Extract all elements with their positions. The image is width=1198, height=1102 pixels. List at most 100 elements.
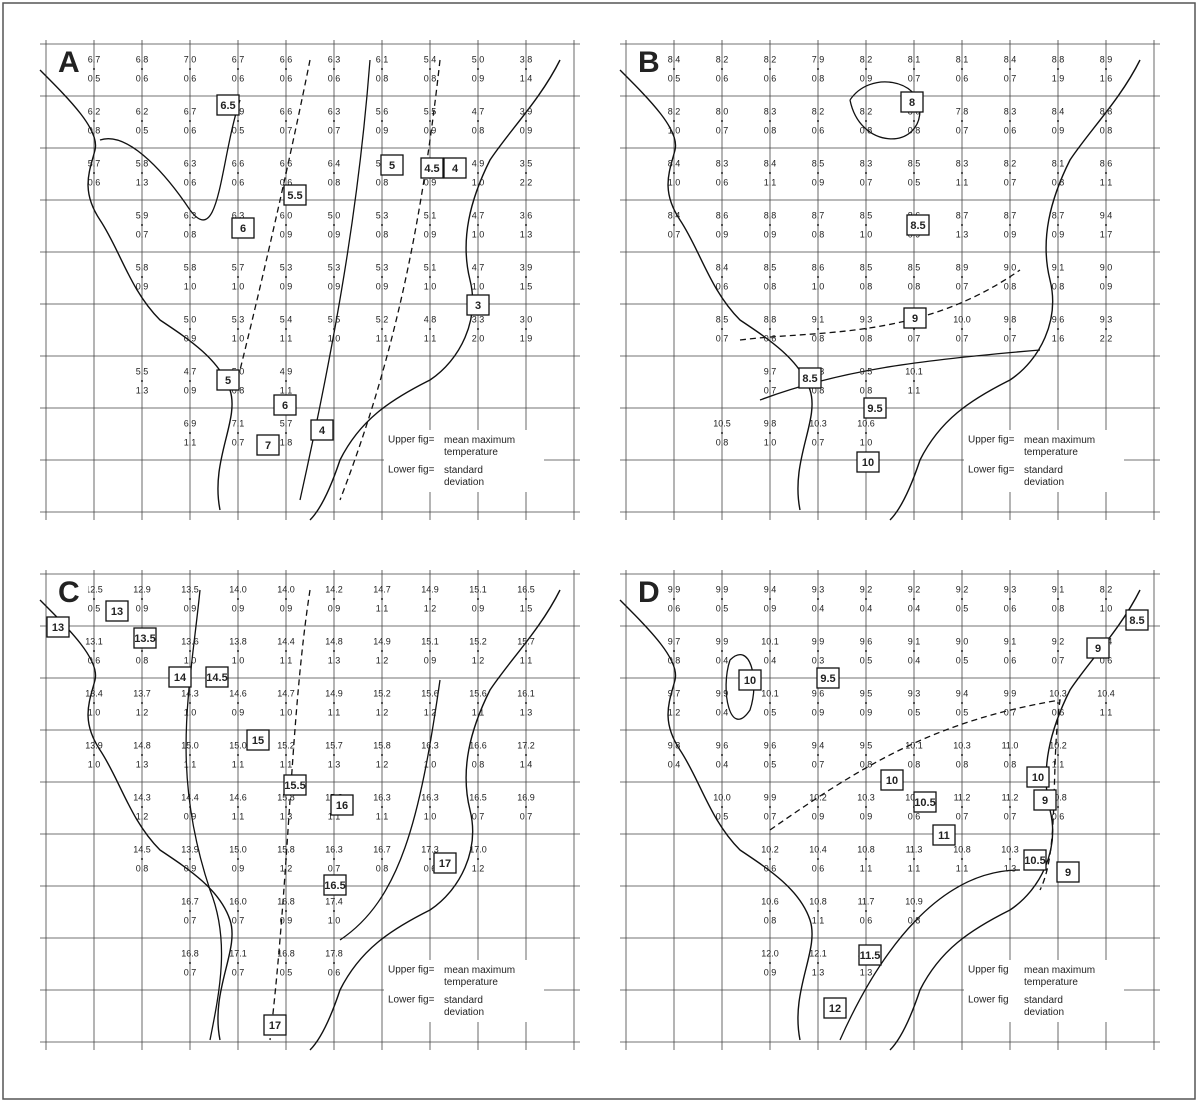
upper-figure: 5.8 — [184, 262, 197, 272]
station-dot — [333, 224, 335, 226]
upper-figure: 6.3 — [328, 54, 341, 64]
upper-figure: 5.5 — [328, 314, 341, 324]
upper-figure: 9.6 — [1052, 314, 1065, 324]
lower-figure: 1.0 — [424, 759, 437, 769]
lower-figure: 1.0 — [184, 281, 197, 291]
station-dot — [1057, 224, 1059, 226]
upper-figure: 11.0 — [1002, 740, 1019, 750]
station-dot — [673, 68, 675, 70]
lower-figure: 0.9 — [764, 967, 777, 977]
lower-figure: 1.5 — [520, 281, 533, 291]
station-dot — [189, 962, 191, 964]
station-dot — [1105, 172, 1107, 174]
lower-figure: 1.4 — [520, 73, 533, 83]
contour-label: 17 — [439, 858, 451, 870]
contour-label: 6 — [240, 223, 246, 235]
legend-key: Upper fig= — [388, 965, 435, 976]
upper-figure: 9.9 — [668, 584, 681, 594]
station-dot — [865, 68, 867, 70]
station-dot — [477, 858, 479, 860]
station-dot — [477, 806, 479, 808]
upper-figure: 15.0 — [181, 740, 199, 750]
lower-figure: 0.9 — [136, 603, 149, 613]
lower-figure: 0.7 — [908, 73, 921, 83]
lower-figure: 0.6 — [1052, 811, 1065, 821]
station-dot — [237, 172, 239, 174]
station-dot — [913, 702, 915, 704]
lower-figure: 1.0 — [328, 915, 341, 925]
lower-figure: 0.9 — [280, 229, 293, 239]
lower-figure: 1.1 — [1100, 177, 1113, 187]
panel-label: C — [58, 576, 80, 609]
upper-figure: 5.5 — [136, 366, 149, 376]
lower-figure: 0.5 — [956, 707, 969, 717]
upper-figure: 5.7 — [88, 158, 101, 168]
legend-key: Lower fig= — [968, 465, 1015, 476]
upper-figure: 9.0 — [956, 636, 969, 646]
station-dot — [1009, 598, 1011, 600]
lower-figure: 1.3 — [956, 229, 969, 239]
lower-figure: 0.7 — [232, 437, 245, 447]
upper-figure: 16.8 — [277, 948, 295, 958]
upper-figure: 10.3 — [953, 740, 971, 750]
station-dot — [721, 276, 723, 278]
lower-figure: 0.8 — [860, 125, 873, 135]
upper-figure: 4.7 — [472, 262, 485, 272]
lower-figure: 0.7 — [716, 125, 729, 135]
lower-figure: 1.1 — [1100, 707, 1113, 717]
upper-figure: 8.2 — [1004, 158, 1017, 168]
upper-figure: 14.8 — [325, 636, 343, 646]
station-dot — [1057, 120, 1059, 122]
station-dot — [865, 172, 867, 174]
lower-figure: 1.0 — [668, 177, 681, 187]
station-dot — [189, 224, 191, 226]
lower-figure: 1.3 — [520, 229, 533, 239]
station-dot — [525, 68, 527, 70]
station-dot — [525, 754, 527, 756]
upper-figure: 15.6 — [469, 688, 487, 698]
upper-figure: 14.0 — [277, 584, 295, 594]
upper-figure: 8.3 — [956, 158, 969, 168]
station-dot — [333, 68, 335, 70]
lower-figure: 0.6 — [668, 603, 681, 613]
lower-figure: 0.5 — [764, 707, 777, 717]
contour-label: 4.5 — [424, 163, 439, 175]
lower-figure: 0.9 — [520, 125, 533, 135]
legend-key: Lower fig= — [388, 465, 435, 476]
station-dot — [913, 858, 915, 860]
upper-figure: 7.1 — [232, 418, 245, 428]
lower-figure: 0.5 — [956, 603, 969, 613]
upper-figure: 6.9 — [184, 418, 197, 428]
contour-label: 13 — [111, 606, 123, 618]
upper-figure: 9.8 — [764, 418, 777, 428]
lower-figure: 0.6 — [88, 177, 101, 187]
station-dot — [817, 432, 819, 434]
upper-figure: 8.5 — [860, 210, 873, 220]
lower-figure: 0.8 — [908, 281, 921, 291]
lower-figure: 0.9 — [424, 125, 437, 135]
lower-figure: 0.7 — [280, 125, 293, 135]
station-dot — [1009, 754, 1011, 756]
upper-figure: 16.1 — [517, 688, 535, 698]
upper-figure: 8.7 — [956, 210, 969, 220]
upper-figure: 17.1 — [229, 948, 247, 958]
lower-figure: 0.7 — [716, 333, 729, 343]
station-dot — [237, 432, 239, 434]
lower-figure: 0.7 — [328, 125, 341, 135]
lower-figure: 0.8 — [376, 177, 389, 187]
station-dot — [721, 432, 723, 434]
upper-figure: 9.7 — [668, 688, 681, 698]
station-dot — [1009, 702, 1011, 704]
station-dot — [429, 702, 431, 704]
station-dot — [93, 68, 95, 70]
upper-figure: 10.5 — [713, 418, 731, 428]
upper-figure: 15.1 — [421, 636, 439, 646]
station-dot — [141, 598, 143, 600]
lower-figure: 0.6 — [280, 73, 293, 83]
lower-figure: 0.4 — [716, 707, 729, 717]
upper-figure: 15.0 — [229, 740, 247, 750]
lower-figure: 1.1 — [184, 759, 197, 769]
upper-figure: 9.7 — [764, 366, 777, 376]
upper-figure: 10.3 — [1049, 688, 1067, 698]
lower-figure: 0.6 — [1004, 603, 1017, 613]
